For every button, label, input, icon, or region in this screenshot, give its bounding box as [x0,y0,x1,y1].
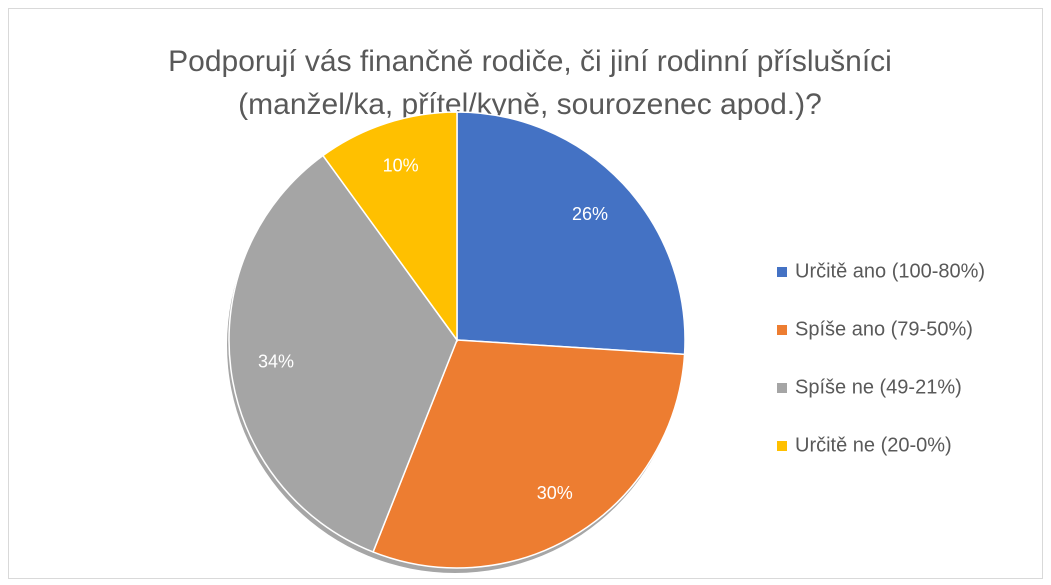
data-label: 10% [383,155,419,175]
legend-label: Spíše ne (49-21%) [795,376,962,398]
chart-title: (manžel/ka, přítel/kyně, sourozenec apod… [238,88,822,121]
pie-slice [456,111,686,356]
legend-marker [777,325,787,335]
legend-label: Spíše ano (79-50%) [795,318,973,340]
data-label: 30% [537,483,573,503]
pie-slice [228,154,458,553]
legend-marker [777,383,787,393]
pie-slice [321,111,458,343]
data-label: 34% [258,352,294,372]
legend-label: Určitě ne (20-0%) [795,434,952,456]
chart-title: Podporují vás finančně rodiče, či jiní r… [168,45,892,78]
legend-marker [777,267,787,277]
pie-slice [372,339,686,569]
legend-label: Určitě ano (100-80%) [795,260,985,282]
data-label: 26% [572,204,608,224]
legend-marker [777,441,787,451]
